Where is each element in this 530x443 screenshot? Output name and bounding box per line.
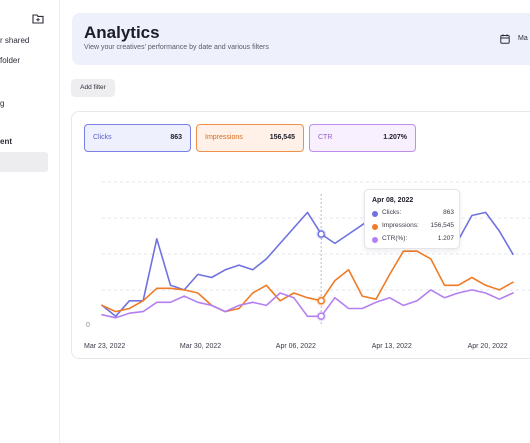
line-chart[interactable]: 0 Mar 23, 2022 Mar 30, 2022 Apr 06, 2022 Apr… — [72, 112, 530, 360]
add-filter-button[interactable]: Add filter — [71, 79, 115, 97]
page-title: Analytics — [84, 23, 160, 42]
sidebar-section-heading: ent — [0, 137, 12, 146]
x-tick-label: Apr 13, 2022 — [372, 343, 412, 350]
tooltip-label: CTR(%): — [382, 235, 408, 242]
y-tick-label: 0 — [86, 322, 90, 329]
sidebar-item-folder[interactable]: folder — [0, 56, 21, 65]
date-range-picker[interactable]: Ma — [518, 35, 528, 42]
sidebar: r shared folder g ent — [0, 0, 60, 443]
tooltip-row-clicks: Clicks: 863 — [372, 209, 454, 219]
page-header: Analytics View your creatives' performan… — [72, 13, 530, 65]
tooltip-row-ctr: CTR(%): 1.207 — [372, 235, 454, 245]
tooltip-label: Clicks: — [382, 209, 402, 216]
new-folder-icon[interactable] — [32, 13, 44, 24]
x-tick-label: Mar 30, 2022 — [180, 343, 221, 350]
sidebar-item-3[interactable]: g — [0, 99, 5, 108]
hover-marker — [317, 230, 325, 238]
calendar-icon[interactable] — [500, 34, 510, 44]
tooltip-row-impressions: Impressions: 156,545 — [372, 222, 454, 232]
metric-card-clicks[interactable]: Clicks 863 — [84, 124, 191, 152]
x-tick-label: Apr 06, 2022 — [276, 343, 316, 350]
series-dot — [372, 211, 378, 217]
series-dot — [372, 237, 378, 243]
page-subtitle: View your creatives' performance by date… — [84, 44, 269, 51]
metric-value: 1.207% — [383, 134, 407, 141]
tooltip-label: Impressions: — [382, 222, 419, 229]
sidebar-item-selected[interactable] — [0, 152, 48, 172]
chart-tooltip: Apr 08, 2022 Clicks: 863 Impressions: 15… — [364, 189, 460, 249]
hover-marker — [317, 312, 325, 320]
metric-value: 863 — [170, 134, 182, 141]
impressions-line — [101, 250, 514, 313]
analytics-panel: Clicks 863 Impressions 156,545 CTR 1.207… — [71, 111, 530, 359]
tooltip-value: 156,545 — [430, 222, 455, 229]
metric-value: 156,545 — [269, 134, 295, 141]
hover-marker — [317, 297, 325, 305]
metric-card-impressions[interactable]: Impressions 156,545 — [196, 124, 304, 152]
tooltip-date: Apr 08, 2022 — [372, 197, 414, 204]
x-tick-label: Apr 20, 2022 — [468, 343, 508, 350]
tooltip-value: 1.207 — [437, 235, 454, 242]
metric-label: CTR — [318, 134, 333, 141]
metric-label: Clicks — [93, 134, 112, 141]
metric-card-ctr[interactable]: CTR 1.207% — [309, 124, 416, 152]
sidebar-item-shared[interactable]: r shared — [0, 36, 30, 45]
series-dot — [372, 224, 378, 230]
metric-label: Impressions — [205, 134, 243, 141]
ctr-line — [101, 289, 514, 319]
tooltip-value: 863 — [443, 209, 454, 216]
x-tick-label: Mar 23, 2022 — [84, 343, 125, 350]
